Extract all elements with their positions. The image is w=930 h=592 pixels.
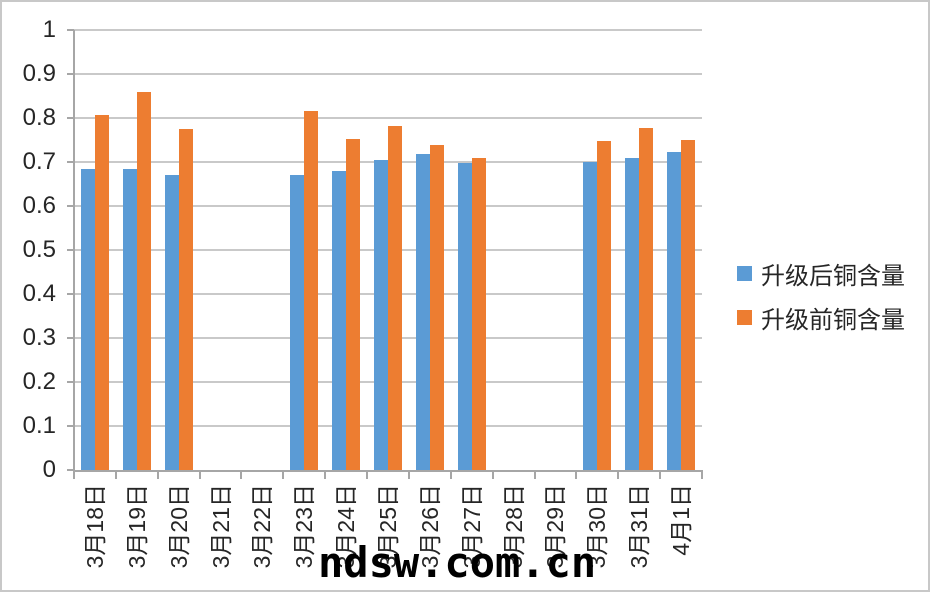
y-axis-tick [67, 469, 74, 471]
y-axis-tick [67, 381, 74, 383]
bar-after-upgrade [290, 175, 305, 470]
y-axis-label: 0.6 [22, 192, 56, 219]
x-axis-tick [324, 470, 327, 479]
y-axis-label: 0.1 [22, 412, 56, 439]
y-axis-tick [67, 337, 74, 339]
x-axis-tick [73, 470, 75, 479]
legend-label: 升级后铜含量 [761, 262, 905, 290]
bar-after-upgrade [164, 174, 179, 470]
x-axis-tick [701, 470, 703, 479]
bar-before-upgrade [388, 126, 402, 470]
x-axis-tick [659, 470, 662, 479]
x-axis-label: 3月19日 [123, 484, 150, 569]
x-axis-line [74, 470, 702, 472]
x-axis-label: 3月18日 [81, 484, 108, 569]
gridline [74, 73, 702, 75]
x-axis-label: 4月1日 [668, 484, 695, 556]
bar-before-upgrade [429, 145, 444, 470]
x-axis-tick [491, 470, 494, 479]
x-axis-tick [575, 470, 578, 479]
y-axis-label: 0.5 [22, 236, 56, 263]
y-axis-label: 0.2 [22, 368, 56, 395]
x-axis-tick [407, 470, 410, 479]
x-axis-label: 3月22日 [249, 484, 276, 569]
bar-after-upgrade [457, 163, 472, 470]
x-axis-tick [114, 470, 117, 479]
bar-before-upgrade [346, 138, 361, 470]
x-axis-tick [282, 470, 285, 479]
legend-item: 升级后铜含量 [737, 258, 905, 290]
x-axis-label: 3月31日 [626, 484, 653, 569]
bar-after-upgrade [80, 168, 95, 470]
bar-after-upgrade [122, 169, 137, 470]
y-axis-tick [67, 29, 74, 31]
y-axis-tick [67, 425, 74, 427]
legend-chip-before-icon [737, 309, 752, 325]
bar-before-upgrade [136, 92, 151, 470]
x-axis-tick [366, 470, 369, 479]
bar-before-upgrade [94, 115, 109, 470]
y-axis-label: 0.4 [22, 280, 56, 307]
x-axis-tick [198, 470, 201, 479]
x-axis-label: 3月23日 [291, 484, 318, 569]
bar-after-upgrade [667, 151, 682, 470]
y-axis-label: 1 [42, 16, 56, 43]
bar-before-upgrade [681, 139, 696, 470]
bar-after-upgrade [583, 162, 598, 470]
y-axis-label: 0.3 [22, 324, 56, 351]
bar-before-upgrade [178, 128, 193, 470]
x-axis-tick [533, 470, 536, 479]
bar-before-upgrade [639, 128, 654, 470]
y-axis-label: 0.8 [22, 104, 56, 131]
y-axis-line [73, 30, 75, 472]
y-axis-tick [67, 205, 74, 207]
y-axis-label: 0.9 [22, 60, 56, 87]
legend-label: 升级前铜含量 [761, 306, 905, 334]
bar-before-upgrade [597, 140, 612, 470]
bar-before-upgrade [471, 158, 486, 470]
gridline [74, 117, 702, 119]
bar-after-upgrade [415, 154, 430, 470]
x-axis-tick [156, 470, 159, 479]
gridline [74, 29, 702, 31]
bar-after-upgrade [374, 160, 388, 470]
legend-item: 升级前铜含量 [737, 302, 905, 334]
x-axis-tick [617, 470, 620, 479]
y-axis-tick [67, 161, 74, 163]
bar-after-upgrade [625, 158, 640, 470]
x-axis-tick [240, 470, 243, 479]
y-axis-label: 0 [42, 456, 56, 483]
x-axis-label: 3月21日 [207, 484, 234, 569]
y-axis-tick [67, 293, 74, 295]
y-axis-label: 0.7 [22, 148, 56, 175]
x-axis-label: 3月20日 [165, 484, 192, 569]
y-axis-tick [67, 117, 74, 119]
watermark-text: ndsw.com.cn [318, 538, 597, 587]
bar-before-upgrade [304, 110, 319, 470]
bar-after-upgrade [332, 170, 347, 470]
y-axis-tick [67, 249, 74, 251]
y-axis-tick [67, 73, 74, 75]
legend-chip-after-icon [737, 265, 752, 281]
x-axis-tick [449, 470, 452, 479]
legend: 升级后铜含量 升级前铜含量 [737, 258, 905, 346]
